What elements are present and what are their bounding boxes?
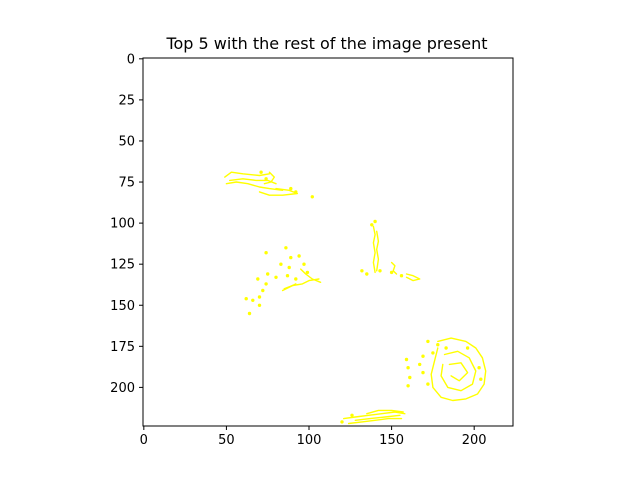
y-axis: 0 25 50 75 100 125 150 175 200 <box>110 52 143 396</box>
region-5-contour-1 <box>343 411 406 420</box>
region-3-contour-2 <box>376 230 380 272</box>
y-tick-label: 0 <box>127 52 135 67</box>
region-1-contour-4 <box>258 187 299 196</box>
region-3-blob-3 <box>370 223 374 227</box>
x-tick-label: 100 <box>297 433 322 448</box>
chart-title: Top 5 with the rest of the image present <box>165 34 487 53</box>
region-3-contour-3 <box>390 261 398 275</box>
region-1-blob-4 <box>259 170 263 174</box>
region-1-blob-3 <box>294 190 298 194</box>
region-1-blob-2 <box>289 186 293 191</box>
region-1-blob-5 <box>264 177 268 181</box>
region-2-blob-13 <box>261 288 265 293</box>
region-1-contour-5 <box>263 171 275 185</box>
y-tick-label: 75 <box>118 176 135 191</box>
region-5-contour-3 <box>366 409 404 415</box>
region-2-contour-3 <box>281 283 297 292</box>
region-1 <box>224 170 314 199</box>
region-2-blob-7 <box>305 270 310 275</box>
region-2-blob-16 <box>257 303 262 307</box>
region-4-blob-14 <box>479 377 483 381</box>
region-2-blob-9 <box>285 274 290 278</box>
region-2-blob-8 <box>279 262 283 266</box>
region-2-blob-17 <box>247 311 252 316</box>
region-4-blob-4 <box>406 384 410 388</box>
region-1-contour-2 <box>225 181 284 192</box>
y-tick-label: 100 <box>110 217 135 232</box>
region-5 <box>340 409 406 425</box>
region-2-blob-6 <box>302 262 306 266</box>
region-4-blob-2 <box>406 366 410 370</box>
x-axis: 0 50 100 150 200 <box>140 426 487 448</box>
region-2-blob-20 <box>274 275 278 279</box>
region-1-blob-1 <box>310 195 314 199</box>
region-2-contour-2 <box>300 268 322 283</box>
region-1-contour-1 <box>224 171 271 178</box>
region-5-blob-2 <box>350 413 354 417</box>
region-4-contour-3 <box>448 362 469 382</box>
region-2-blob-5 <box>297 254 301 258</box>
region-4-blob-6 <box>421 370 425 375</box>
region-3-blob-6 <box>389 270 394 275</box>
region-2-blob-11 <box>256 277 260 281</box>
region-2-blob-19 <box>244 297 248 301</box>
region-4-blob-9 <box>431 351 435 355</box>
region-3 <box>360 219 421 282</box>
region-4-blob-8 <box>421 354 425 358</box>
region-2-blob-14 <box>257 295 262 299</box>
region-5-contour-2 <box>347 417 403 425</box>
region-3-contour-1 <box>372 225 376 274</box>
region-5-blob-1 <box>340 420 344 424</box>
region-2 <box>244 246 322 316</box>
region-2-blob-3 <box>289 255 293 260</box>
x-tick-label: 200 <box>462 433 487 448</box>
y-tick-label: 125 <box>110 258 135 273</box>
region-2-blob-4 <box>287 265 291 270</box>
region-4-blob-5 <box>418 362 422 367</box>
region-4-blob-3 <box>408 375 412 380</box>
x-tick-label: 50 <box>218 433 235 448</box>
region-3-blob-2 <box>365 272 369 276</box>
y-tick-label: 50 <box>118 134 135 149</box>
region-2-blob-18 <box>266 272 270 276</box>
region-2-blob-12 <box>264 282 268 286</box>
region-4 <box>404 337 487 402</box>
y-tick-label: 175 <box>110 340 135 355</box>
region-3-contour-4 <box>405 273 421 282</box>
region-4-blob-10 <box>444 346 448 350</box>
y-tick-label: 150 <box>110 299 135 314</box>
region-4-blob-11 <box>426 339 430 344</box>
y-tick-label: 200 <box>110 381 135 396</box>
region-4-blob-7 <box>426 382 430 386</box>
x-tick-label: 0 <box>140 433 148 448</box>
x-tick-label: 150 <box>379 433 404 448</box>
region-3-blob-1 <box>360 269 364 273</box>
region-4-contour-2 <box>440 350 477 392</box>
region-2-blob-10 <box>294 277 298 281</box>
plot-area <box>143 58 513 426</box>
region-3-blob-5 <box>378 269 382 273</box>
region-3-blob-7 <box>399 274 404 278</box>
region-4-blob-1 <box>404 357 409 362</box>
image-marks <box>224 170 487 425</box>
y-tick-label: 25 <box>118 93 135 108</box>
region-5-contour-4 <box>354 414 401 421</box>
region-4-blob-15 <box>465 346 470 350</box>
region-4-blob-13 <box>477 366 481 370</box>
region-2-blob-2 <box>284 246 288 250</box>
region-4-blob-12 <box>436 343 440 347</box>
region-2-blob-1 <box>264 251 268 255</box>
region-3-blob-4 <box>373 219 377 224</box>
region-2-blob-15 <box>251 298 255 302</box>
region-4-contour-1 <box>430 337 487 402</box>
axes-frame <box>142 57 514 427</box>
